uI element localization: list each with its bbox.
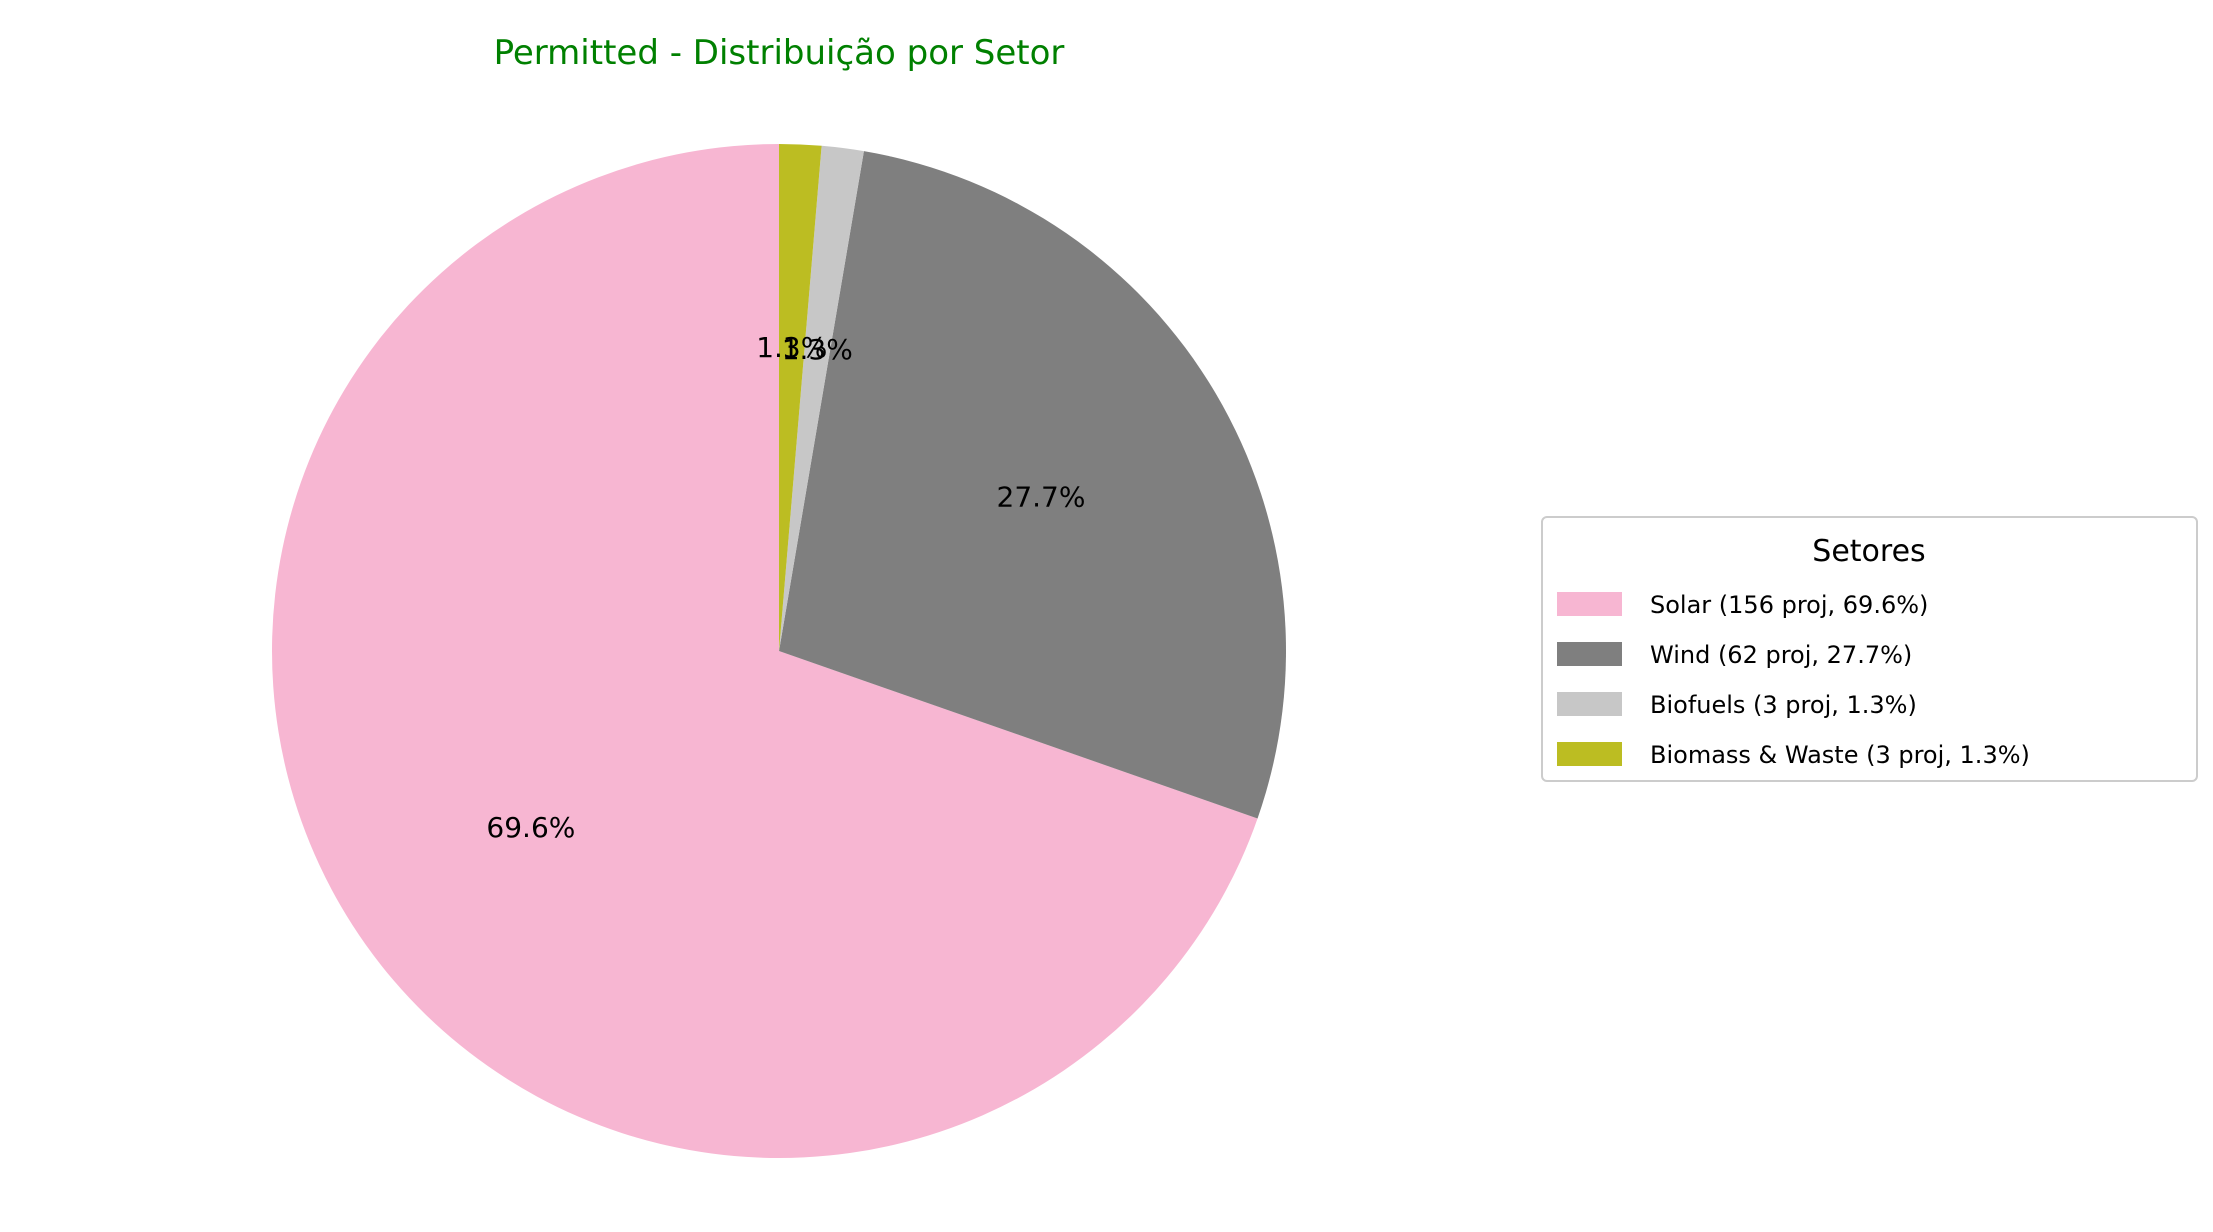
percent-label-solar: 69.6% [486,811,575,844]
chart-title: Permitted - Distribuição por Setor [494,33,1065,73]
pie-slice-biofuels [779,145,864,652]
percent-label-biofuels: 1.3% [782,333,853,366]
legend-entries: Solar (156 proj, 69.6%) Wind (62 proj, 27… [1557,591,2030,769]
pie-slice-solar [272,144,1258,1158]
legend-label-wind: Wind (62 proj, 27.7%) [1650,641,1912,669]
legend-title: Setores [1812,534,1925,569]
pie-slices [272,144,1286,1158]
percent-label-biomass-and-waste: 1.3% [756,331,827,364]
legend: Setores Solar (156 proj, 69.6%) Wind (62 … [1541,516,2198,782]
legend-swatch-wind [1557,642,1622,666]
legend-swatch-biomass-and-waste [1557,742,1622,766]
pie-percent-labels: 69.6% 27.7% 1.3%1.3% [486,331,1085,844]
legend-box [1541,516,2198,782]
legend-swatch-biofuels [1557,692,1622,716]
legend-label-biofuels: Biofuels (3 proj, 1.3%) [1650,691,1917,719]
legend-label-solar: Solar (156 proj, 69.6%) [1650,591,1928,619]
legend-label-biomass-and-waste: Biomass & Waste (3 proj, 1.3%) [1650,741,2030,769]
pie-slice-biomass-and-waste [779,144,822,651]
pie-slice-wind [779,151,1286,819]
percent-label-wind: 27.7% [997,480,1086,513]
legend-swatch-solar [1557,592,1622,616]
